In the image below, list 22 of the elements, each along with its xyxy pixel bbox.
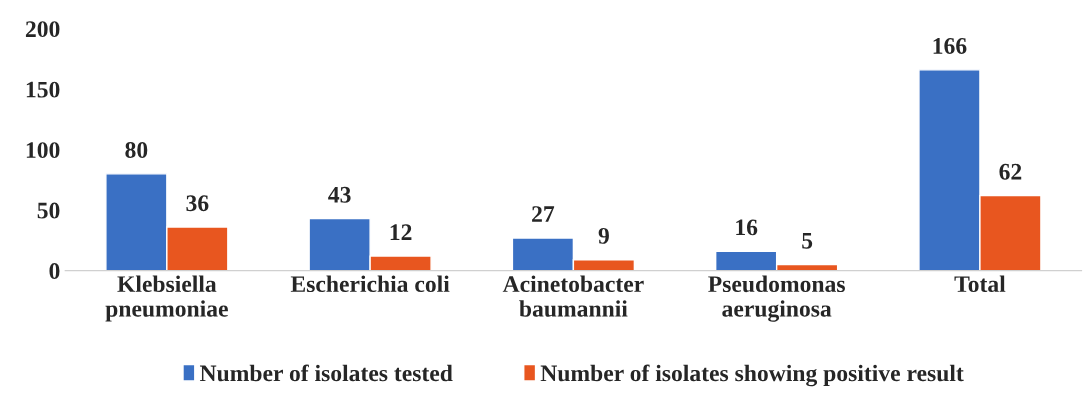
data-label: 43: [328, 186, 351, 203]
data-label: 9: [598, 227, 609, 244]
data-label: 5: [802, 232, 813, 249]
data-label: 62: [999, 163, 1022, 180]
data-label: 16: [736, 219, 758, 236]
x-tick-label: Klebsiella pneumoniae: [105, 275, 228, 322]
y-tick-label: 200: [25, 21, 60, 38]
data-label: 36: [186, 195, 209, 212]
x-tick-label: Pseudomonas aeruginosa: [708, 275, 845, 322]
x-tick-label: Total: [954, 275, 1006, 293]
x-tick-label: Escherichia coli: [290, 275, 450, 293]
data-label: 166: [933, 38, 967, 54]
y-tick-label: 100: [26, 142, 60, 159]
x-tick-label: Acinetobacter baumannii: [502, 275, 644, 317]
data-label: 12: [390, 224, 412, 240]
data-label: 27: [532, 206, 555, 222]
legend-label: Number of isolates tested: [199, 364, 453, 382]
y-tick-label: 150: [26, 81, 60, 98]
data-label: 80: [125, 142, 148, 158]
y-tick-label: 0: [49, 263, 60, 280]
legend-label: Number of isolates showing positive result: [540, 364, 964, 387]
y-tick-label: 50: [37, 202, 60, 219]
